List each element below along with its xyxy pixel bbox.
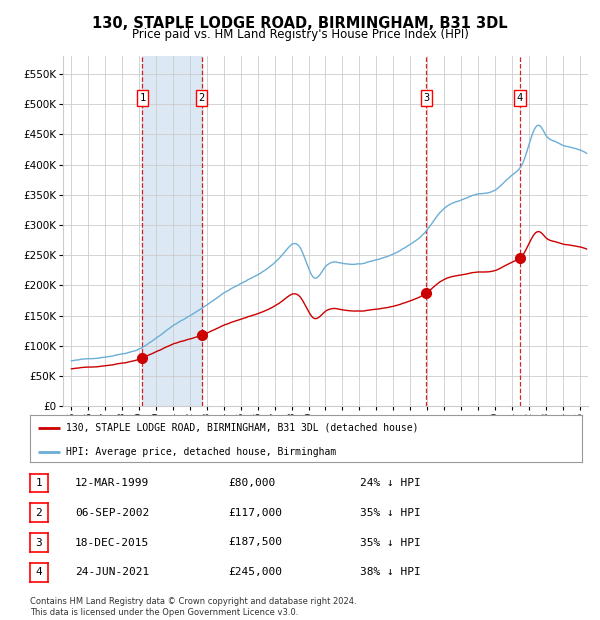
Text: 1: 1 [35,478,43,488]
Text: 06-SEP-2002: 06-SEP-2002 [75,508,149,518]
Text: £117,000: £117,000 [228,508,282,518]
Text: Price paid vs. HM Land Registry's House Price Index (HPI): Price paid vs. HM Land Registry's House … [131,28,469,41]
Text: Contains HM Land Registry data © Crown copyright and database right 2024.
This d: Contains HM Land Registry data © Crown c… [30,598,356,617]
Bar [142,56,202,406]
Text: 35% ↓ HPI: 35% ↓ HPI [360,538,421,547]
Text: 3: 3 [424,93,430,103]
Text: 35% ↓ HPI: 35% ↓ HPI [360,508,421,518]
Text: 12-MAR-1999: 12-MAR-1999 [75,478,149,488]
Text: 24-JUN-2021: 24-JUN-2021 [75,567,149,577]
Text: £80,000: £80,000 [228,478,275,488]
Text: £187,500: £187,500 [228,538,282,547]
Text: HPI: Average price, detached house, Birmingham: HPI: Average price, detached house, Birm… [66,446,336,457]
Text: 18-DEC-2015: 18-DEC-2015 [75,538,149,547]
Text: 1: 1 [139,93,146,103]
Text: £245,000: £245,000 [228,567,282,577]
Text: 130, STAPLE LODGE ROAD, BIRMINGHAM, B31 3DL (detached house): 130, STAPLE LODGE ROAD, BIRMINGHAM, B31 … [66,423,418,433]
Text: 2: 2 [199,93,205,103]
Text: 4: 4 [35,567,43,577]
Text: 2: 2 [35,508,43,518]
Text: 4: 4 [517,93,523,103]
Text: 38% ↓ HPI: 38% ↓ HPI [360,567,421,577]
Text: 3: 3 [35,538,43,547]
Text: 24% ↓ HPI: 24% ↓ HPI [360,478,421,488]
Text: 130, STAPLE LODGE ROAD, BIRMINGHAM, B31 3DL: 130, STAPLE LODGE ROAD, BIRMINGHAM, B31 … [92,16,508,30]
